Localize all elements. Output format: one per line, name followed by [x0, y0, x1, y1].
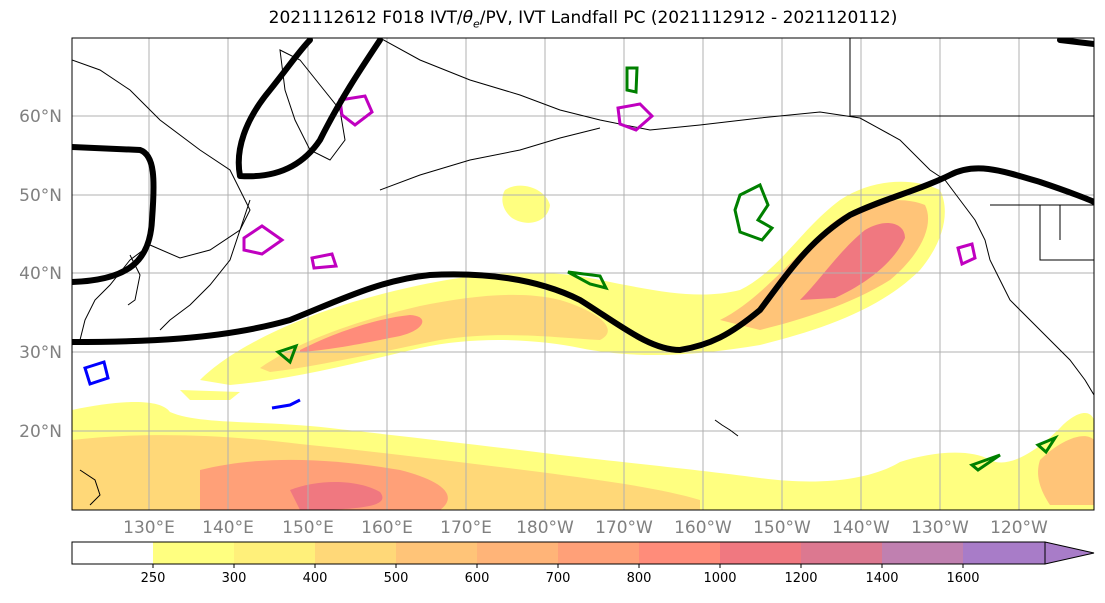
colorbar-swatch: [72, 542, 153, 564]
lon-label: 140°E: [202, 518, 254, 538]
map-plot-area: [72, 38, 1094, 510]
canada-border: [849, 38, 1094, 117]
colorbar-swatch: [234, 542, 315, 564]
philippines: [79, 469, 101, 506]
lat-label: 20°N: [19, 422, 62, 442]
colorbar-swatch: [882, 542, 963, 564]
colorbar-swatches: [72, 542, 1045, 564]
ivt-fringe-2: [180, 390, 240, 400]
coastlines: [72, 38, 1094, 506]
theta-e-loop: [235, 38, 383, 180]
colorbar-level-label: 250: [141, 571, 166, 586]
pv-contour-blue-2: [271, 398, 301, 410]
colorbar-level-label: 700: [546, 571, 571, 586]
pv-contour-magenta-5: [956, 242, 977, 267]
lat-label: 60°N: [19, 107, 62, 127]
pv-contour-green-4: [625, 66, 639, 94]
colorbar-swatch: [963, 542, 1045, 564]
colorbar-level-label: 1000: [703, 571, 736, 586]
colorbar-level-label: 1200: [784, 571, 817, 586]
lon-label: 170°E: [440, 518, 492, 538]
ivt-ne-core: [800, 223, 905, 300]
lat-label: 50°N: [19, 186, 62, 206]
colorbar-swatch: [639, 542, 720, 564]
lon-label: 180°W: [516, 518, 574, 538]
lon-label: 130°W: [911, 518, 969, 538]
alaska-coast: [379, 38, 946, 181]
japan: [159, 199, 251, 331]
lon-label: 160°E: [361, 518, 413, 538]
colorbar-level-label: 1400: [865, 571, 898, 586]
pv-contour-green-1: [733, 182, 775, 242]
colorbar-level-label: 400: [303, 571, 328, 586]
pv-contour-green-3: [274, 343, 299, 365]
latitude-labels: 60°N 50°N 40°N 30°N 20°N: [19, 107, 62, 442]
lon-label: 150°E: [282, 518, 334, 538]
lat-label: 40°N: [19, 264, 62, 284]
colorbar-level-label: 300: [222, 571, 247, 586]
pv-contour-blue-1: [83, 360, 110, 386]
colorbar-swatch: [396, 542, 477, 564]
na-west-coast: [944, 179, 1094, 396]
pv-contour-magenta-1: [338, 94, 374, 127]
pv-contour-green-6: [969, 453, 1001, 472]
lon-label: 170°W: [595, 518, 653, 538]
title-prefix: 2021112612 F018 IVT/: [268, 8, 463, 28]
ivt-band-north-core: [300, 315, 423, 352]
lon-label: 160°W: [674, 518, 732, 538]
colorbar-labels: 250 300 400 500 600 700 800 1000 1200 1400 1600: [141, 564, 980, 586]
theta-e-ne: [1057, 38, 1094, 47]
theta-e-contours: [72, 38, 1094, 354]
pv-contours: [83, 66, 1059, 472]
kamchatka: [279, 49, 346, 161]
ivt-band-north-inner: [260, 294, 608, 372]
colorbar-extend-arrow: [1044, 541, 1095, 565]
colorbar: 250 300 400 500 600 700 800 1000 1200 1400 1600: [71, 541, 1095, 586]
colorbar-level-label: 1600: [946, 571, 979, 586]
hawaii: [714, 419, 739, 437]
us-states: [1039, 205, 1094, 261]
colorbar-level-label: 500: [384, 571, 409, 586]
colorbar-swatch: [315, 542, 396, 564]
theta-e-main: [72, 165, 1094, 354]
title-theta: θ: [462, 8, 473, 28]
ivt-se-patch: [1038, 436, 1094, 505]
colorbar-swatch: [153, 542, 234, 564]
colorbar-level-label: 800: [627, 571, 652, 586]
title-theta-sub: e: [472, 17, 480, 31]
title-suffix: /PV, IVT Landfall PC (2021112912 - 20211…: [479, 8, 898, 28]
aleutians: [379, 127, 601, 191]
colorbar-swatch: [801, 542, 882, 564]
ivt-band-south-core: [290, 481, 383, 510]
colorbar-level-label: 600: [465, 571, 490, 586]
theta-e-north: [72, 144, 157, 285]
pv-contour-magenta-3: [242, 224, 285, 256]
colorbar-swatch: [720, 542, 801, 564]
map-title: 2021112612 F018 IVT/θe/PV, IVT Landfall …: [0, 8, 1105, 30]
lon-label: 140°W: [832, 518, 890, 538]
lat-label: 30°N: [19, 343, 62, 363]
lon-label: 130°E: [123, 518, 175, 538]
lon-label: 120°W: [990, 518, 1048, 538]
pv-contour-green-5: [1035, 434, 1059, 455]
colorbar-swatch: [477, 542, 558, 564]
asia-coast: [72, 59, 251, 346]
pv-contour-magenta-2: [616, 102, 655, 132]
lon-label: 150°W: [753, 518, 811, 538]
map-frame: [71, 37, 1095, 511]
colorbar-swatch: [558, 542, 639, 564]
longitude-labels: 130°E 140°E 150°E 160°E 170°E 180°W 170°…: [123, 518, 1048, 538]
pv-contour-green-2: [567, 270, 609, 291]
pv-contour-magenta-4: [310, 252, 339, 270]
